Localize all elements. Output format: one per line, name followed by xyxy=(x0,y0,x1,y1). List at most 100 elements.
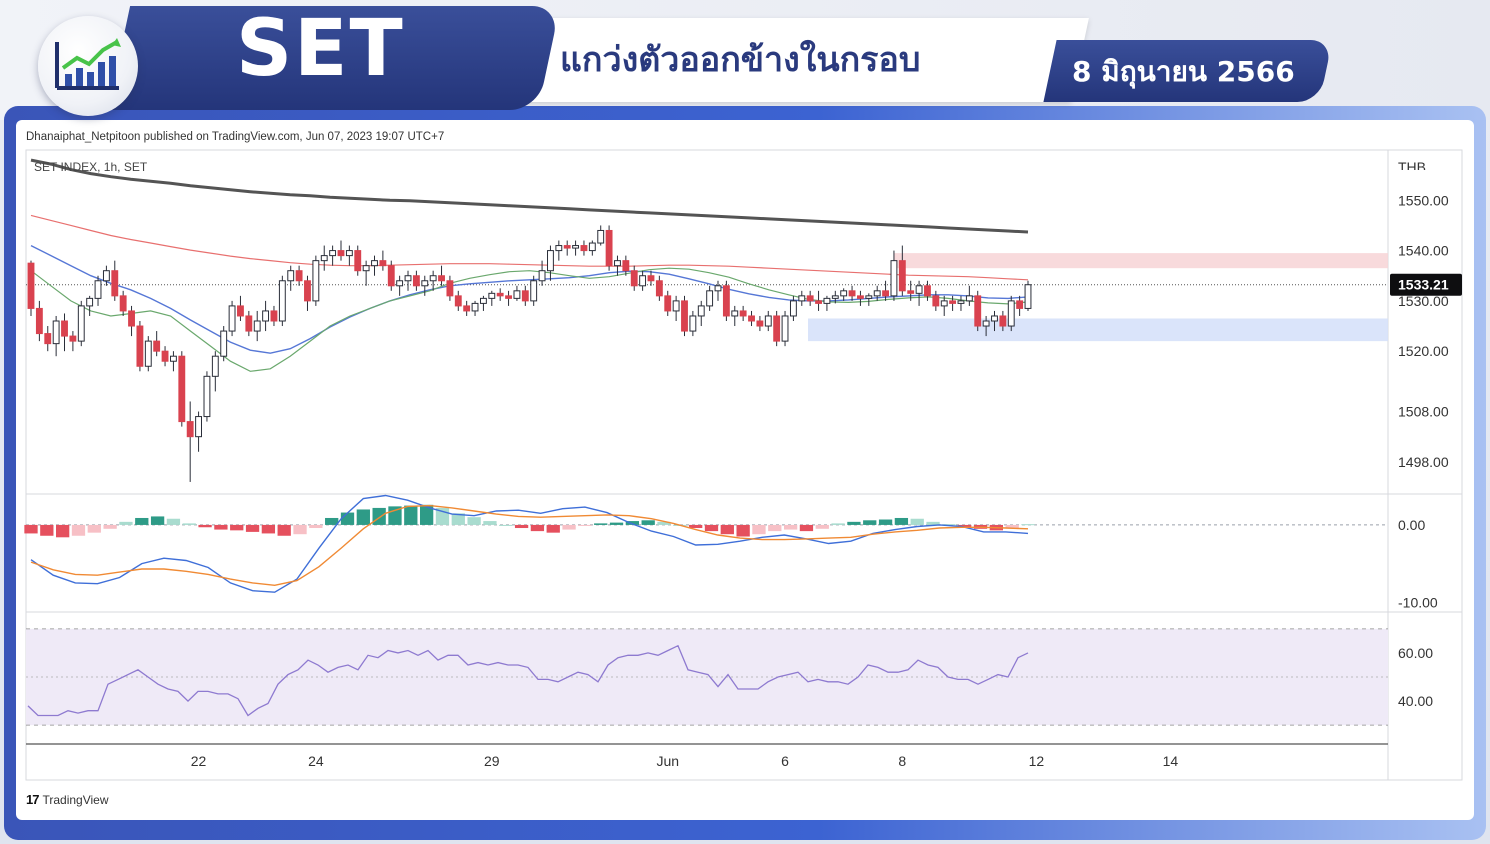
candle xyxy=(505,290,512,306)
candle xyxy=(304,275,311,311)
macd-histogram-bar xyxy=(182,523,196,525)
macd-histogram-bar xyxy=(230,524,244,531)
candle-body-up xyxy=(823,297,831,304)
time-tick-label: 12 xyxy=(1029,753,1045,769)
candle-body-up xyxy=(203,375,211,418)
time-tick-label: 14 xyxy=(1163,753,1179,769)
candle xyxy=(706,285,714,311)
candle-body-down xyxy=(647,275,655,282)
candle-body-down xyxy=(61,320,68,337)
candle xyxy=(806,290,814,306)
candle-body-up xyxy=(840,290,848,297)
candle-body-down xyxy=(505,295,512,299)
candle-body-down xyxy=(153,340,161,352)
candle xyxy=(203,371,211,422)
candle-body-down xyxy=(119,295,127,312)
candle-body-up xyxy=(169,355,177,362)
candle-body-up xyxy=(312,260,320,302)
candle-body-down xyxy=(739,310,747,317)
candle-body-up xyxy=(220,330,228,357)
candle-body-down xyxy=(295,270,303,282)
signal-line xyxy=(30,504,1029,587)
candle xyxy=(169,351,177,372)
candle xyxy=(873,285,881,301)
candle-body-up xyxy=(77,305,85,342)
candle-body-up xyxy=(94,280,102,299)
macd-histogram-bar xyxy=(514,524,529,529)
candle-body-up xyxy=(547,250,554,272)
candle-body-up xyxy=(865,295,873,299)
price-tick-label: 1550.00 xyxy=(1398,192,1449,208)
candle-body-down xyxy=(412,275,420,287)
candle-body-up xyxy=(639,275,647,287)
macd-histogram-bar xyxy=(863,520,877,525)
rsi-line xyxy=(27,644,1029,717)
tradingview-label: TradingView xyxy=(42,792,109,807)
candle xyxy=(471,300,479,316)
candle-body-down xyxy=(454,295,462,307)
macd-histogram-bar xyxy=(736,524,750,537)
macd-histogram-bar xyxy=(689,524,703,529)
macd-histogram-bar xyxy=(499,524,513,526)
candle xyxy=(1024,280,1032,311)
candle xyxy=(111,260,119,301)
candle xyxy=(421,275,429,296)
candle-body-up xyxy=(555,245,563,252)
ema-blue-line xyxy=(30,244,1029,354)
candle-body-up xyxy=(714,285,722,292)
candle-body-down xyxy=(128,310,135,327)
candle xyxy=(102,265,110,286)
candle-body-down xyxy=(111,270,119,297)
candle-body-up xyxy=(781,315,789,342)
candle xyxy=(865,293,873,306)
candle xyxy=(270,305,278,327)
candle xyxy=(831,290,839,304)
macd-histogram-bar xyxy=(752,524,766,535)
candle xyxy=(496,288,504,301)
candle-body-up xyxy=(253,320,261,332)
ema-red-line xyxy=(30,214,1029,281)
time-tick-label: 24 xyxy=(308,753,324,769)
macd-histogram-bar xyxy=(404,505,418,525)
candle xyxy=(647,270,655,286)
candle-body-up xyxy=(873,290,881,297)
candle-body-down xyxy=(932,295,940,307)
macd-histogram-bar xyxy=(340,512,355,525)
price-chart[interactable]: SET INDEX, 1h, SET THB1550.001540.001530.… xyxy=(16,120,1474,820)
candle xyxy=(605,225,613,271)
candle-body-up xyxy=(488,292,496,299)
candle-body-up xyxy=(211,355,219,377)
tradingview-logo[interactable]: 17 TradingView xyxy=(26,792,109,807)
candle xyxy=(907,280,915,301)
candle-body-down xyxy=(27,262,35,309)
price-tick-label: 1498.00 xyxy=(1398,454,1449,470)
candle xyxy=(681,295,688,337)
chart-panel: Dhanaiphat_Netpitoon published on Tradin… xyxy=(16,120,1474,820)
time-tick-label: 29 xyxy=(484,753,500,769)
candle-body-down xyxy=(999,315,1007,327)
macd-histogram-bar xyxy=(467,517,481,525)
candle xyxy=(572,240,580,256)
macd-histogram-bar xyxy=(483,521,497,525)
macd-histogram-bar xyxy=(87,524,101,533)
candle-body-up xyxy=(404,275,412,282)
candle-body-down xyxy=(446,280,454,297)
candle-body-up xyxy=(957,300,965,304)
candle-body-up xyxy=(706,290,714,307)
candle xyxy=(991,310,998,332)
candle xyxy=(890,250,898,301)
candle-body-down xyxy=(304,280,311,302)
candle xyxy=(153,331,161,357)
candle-body-down xyxy=(136,325,144,367)
candle xyxy=(823,295,831,311)
candle-body-down xyxy=(44,333,52,345)
candle-body-up xyxy=(597,229,605,244)
candle-body-down xyxy=(496,292,504,297)
candle-body-up xyxy=(320,255,328,262)
macd-histogram-bar xyxy=(625,521,640,525)
macd-histogram-bar xyxy=(530,524,545,532)
candle-body-down xyxy=(773,315,781,342)
candle xyxy=(932,290,940,311)
tradingview-icon: 17 xyxy=(26,792,40,807)
macd-histogram-bar xyxy=(40,524,54,536)
